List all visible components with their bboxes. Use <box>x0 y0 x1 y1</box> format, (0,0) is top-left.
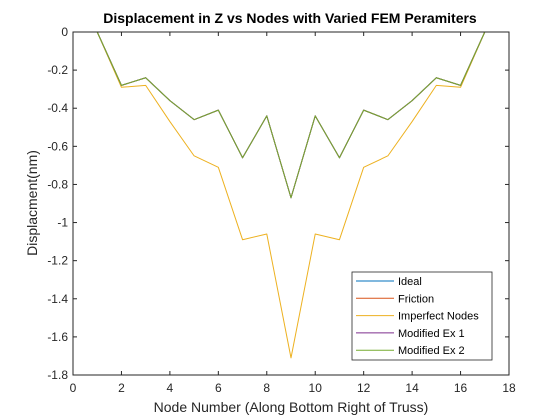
y-axis-ticks: 0 -0.2 -0.4 -0.6 -0.8 -1 -1.2 -1.4 -1.6 -1.8 <box>47 25 509 382</box>
series-layer <box>96 31 486 359</box>
x-axis-label: Node Number (Along Bottom Right of Truss… <box>154 399 429 415</box>
y-tick-label: -1 <box>57 216 68 230</box>
y-tick-label: -1.4 <box>47 292 68 306</box>
legend-label: Ideal <box>398 276 422 288</box>
x-tick-label: 6 <box>215 381 222 395</box>
y-tick-label: -0.8 <box>47 177 68 191</box>
y-tick-label: -1.2 <box>47 254 68 268</box>
y-axis-label: Displacment(nm) <box>24 150 40 256</box>
legend-label: Modified Ex 1 <box>398 328 465 340</box>
series-line-3 <box>96 31 486 359</box>
legend-label: Friction <box>398 293 434 305</box>
x-axis-ticks: 0 2 4 6 8 10 12 14 16 18 <box>70 32 516 395</box>
legend-items: Ideal Friction Imperfect Nodes Modified Ex … <box>356 276 479 357</box>
y-tick-label: -0.6 <box>47 139 68 153</box>
axes-box <box>72 31 510 376</box>
chart-title: Displacement in Z vs Nodes with Varied F… <box>103 10 477 26</box>
series-line-5 <box>96 31 486 199</box>
legend-label: Modified Ex 2 <box>398 345 465 357</box>
y-tick-label: -1.6 <box>47 330 68 344</box>
y-tick-label: -1.8 <box>47 368 68 382</box>
x-tick-label: 2 <box>118 381 125 395</box>
x-tick-label: 8 <box>263 381 270 395</box>
y-tick-label: 0 <box>61 25 68 39</box>
y-tick-label: -0.4 <box>47 101 68 115</box>
legend: Ideal Friction Imperfect Nodes Modified Ex … <box>351 271 493 361</box>
x-tick-label: 14 <box>405 381 419 395</box>
x-tick-label: 4 <box>167 381 174 395</box>
x-tick-label: 18 <box>502 381 516 395</box>
x-tick-label: 12 <box>357 381 371 395</box>
x-tick-label: 16 <box>454 381 468 395</box>
x-tick-label: 0 <box>70 381 77 395</box>
y-tick-label: -0.2 <box>47 63 68 77</box>
x-tick-label: 10 <box>309 381 323 395</box>
legend-label: Imperfect Nodes <box>398 311 479 323</box>
